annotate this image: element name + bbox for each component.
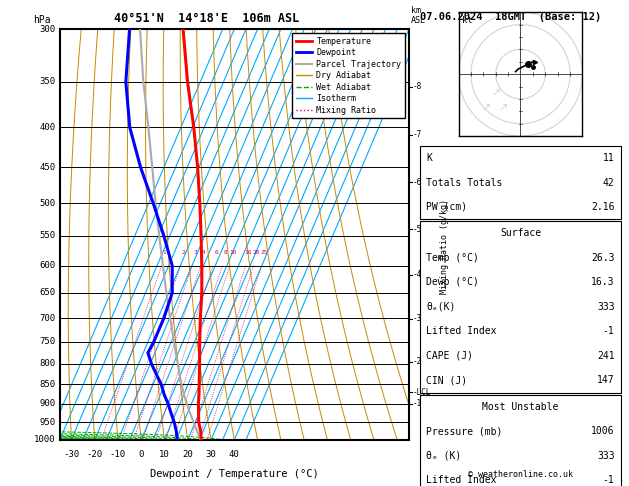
- Text: km
ASL: km ASL: [411, 6, 426, 25]
- Text: CIN (J): CIN (J): [426, 375, 467, 385]
- Text: -3: -3: [413, 314, 422, 323]
- Text: 07.06.2024  18GMT  (Base: 12): 07.06.2024 18GMT (Base: 12): [420, 12, 601, 22]
- Text: 16.3: 16.3: [591, 278, 615, 287]
- Text: -1: -1: [603, 475, 615, 486]
- Text: 650: 650: [40, 288, 55, 297]
- Text: 850: 850: [40, 380, 55, 389]
- Text: © weatheronline.co.uk: © weatheronline.co.uk: [468, 470, 573, 480]
- Text: -4: -4: [413, 270, 422, 279]
- Text: PW (cm): PW (cm): [426, 202, 467, 212]
- Text: kt: kt: [462, 16, 473, 25]
- Text: 10: 10: [229, 250, 237, 255]
- Text: θₑ (K): θₑ (K): [426, 451, 462, 461]
- Text: CAPE (J): CAPE (J): [426, 351, 474, 361]
- Text: 42: 42: [603, 177, 615, 188]
- Text: 11: 11: [603, 153, 615, 163]
- Text: 8: 8: [223, 250, 227, 255]
- Text: -8: -8: [413, 82, 422, 91]
- Text: 400: 400: [40, 123, 55, 132]
- Text: -20: -20: [87, 450, 103, 459]
- Text: 2: 2: [182, 250, 186, 255]
- Text: 16: 16: [245, 250, 252, 255]
- Text: 40: 40: [229, 450, 240, 459]
- Text: Most Unstable: Most Unstable: [482, 402, 559, 412]
- Text: Temp (°C): Temp (°C): [426, 253, 479, 263]
- Text: 147: 147: [597, 375, 615, 385]
- Text: Lifted Index: Lifted Index: [426, 327, 497, 336]
- Text: Lifted Index: Lifted Index: [426, 475, 497, 486]
- Text: 900: 900: [40, 399, 55, 408]
- Text: 30: 30: [206, 450, 216, 459]
- Text: Totals Totals: Totals Totals: [426, 177, 503, 188]
- Text: 6: 6: [214, 250, 218, 255]
- Text: 40°51'N  14°18'E  106m ASL: 40°51'N 14°18'E 106m ASL: [114, 12, 299, 25]
- Text: 1000: 1000: [34, 435, 55, 444]
- Text: -1: -1: [413, 399, 422, 408]
- Text: 3: 3: [193, 250, 197, 255]
- Text: 1: 1: [163, 250, 167, 255]
- Text: 20: 20: [252, 250, 260, 255]
- Text: 700: 700: [40, 313, 55, 323]
- Text: ↗: ↗: [491, 89, 501, 99]
- Text: Mixing Ratio (g/kg): Mixing Ratio (g/kg): [440, 199, 449, 295]
- Legend: Temperature, Dewpoint, Parcel Trajectory, Dry Adiabat, Wet Adiabat, Isotherm, Mi: Temperature, Dewpoint, Parcel Trajectory…: [292, 34, 404, 118]
- Text: 950: 950: [40, 418, 55, 427]
- Text: Dewpoint / Temperature (°C): Dewpoint / Temperature (°C): [150, 469, 319, 479]
- Text: ↗: ↗: [498, 104, 508, 114]
- Text: -1: -1: [603, 327, 615, 336]
- Text: -5: -5: [413, 225, 422, 233]
- Text: 25: 25: [260, 250, 268, 255]
- Text: ↗: ↗: [481, 104, 491, 114]
- Text: θₑ(K): θₑ(K): [426, 302, 456, 312]
- Text: -10: -10: [110, 450, 126, 459]
- Text: 800: 800: [40, 359, 55, 368]
- Text: Dewp (°C): Dewp (°C): [426, 278, 479, 287]
- Text: 750: 750: [40, 337, 55, 346]
- Text: 550: 550: [40, 231, 55, 241]
- Text: K: K: [426, 153, 432, 163]
- Text: -2: -2: [413, 357, 422, 366]
- Text: 241: 241: [597, 351, 615, 361]
- Text: 26.3: 26.3: [591, 253, 615, 263]
- Text: hPa: hPa: [33, 15, 51, 25]
- Text: 1006: 1006: [591, 426, 615, 436]
- Text: 350: 350: [40, 77, 55, 86]
- Text: 600: 600: [40, 261, 55, 270]
- Text: -LCL: -LCL: [413, 388, 431, 397]
- Text: 450: 450: [40, 163, 55, 172]
- Text: 333: 333: [597, 451, 615, 461]
- Text: 2.16: 2.16: [591, 202, 615, 212]
- Text: 4: 4: [202, 250, 206, 255]
- Text: 20: 20: [182, 450, 193, 459]
- Text: 500: 500: [40, 199, 55, 208]
- Text: 333: 333: [597, 302, 615, 312]
- Text: -7: -7: [413, 130, 422, 139]
- Text: -30: -30: [64, 450, 79, 459]
- Text: -6: -6: [413, 178, 422, 187]
- Text: 10: 10: [159, 450, 170, 459]
- Text: 300: 300: [40, 25, 55, 34]
- Text: Pressure (mb): Pressure (mb): [426, 426, 503, 436]
- Text: 0: 0: [138, 450, 144, 459]
- Text: Surface: Surface: [500, 228, 541, 239]
